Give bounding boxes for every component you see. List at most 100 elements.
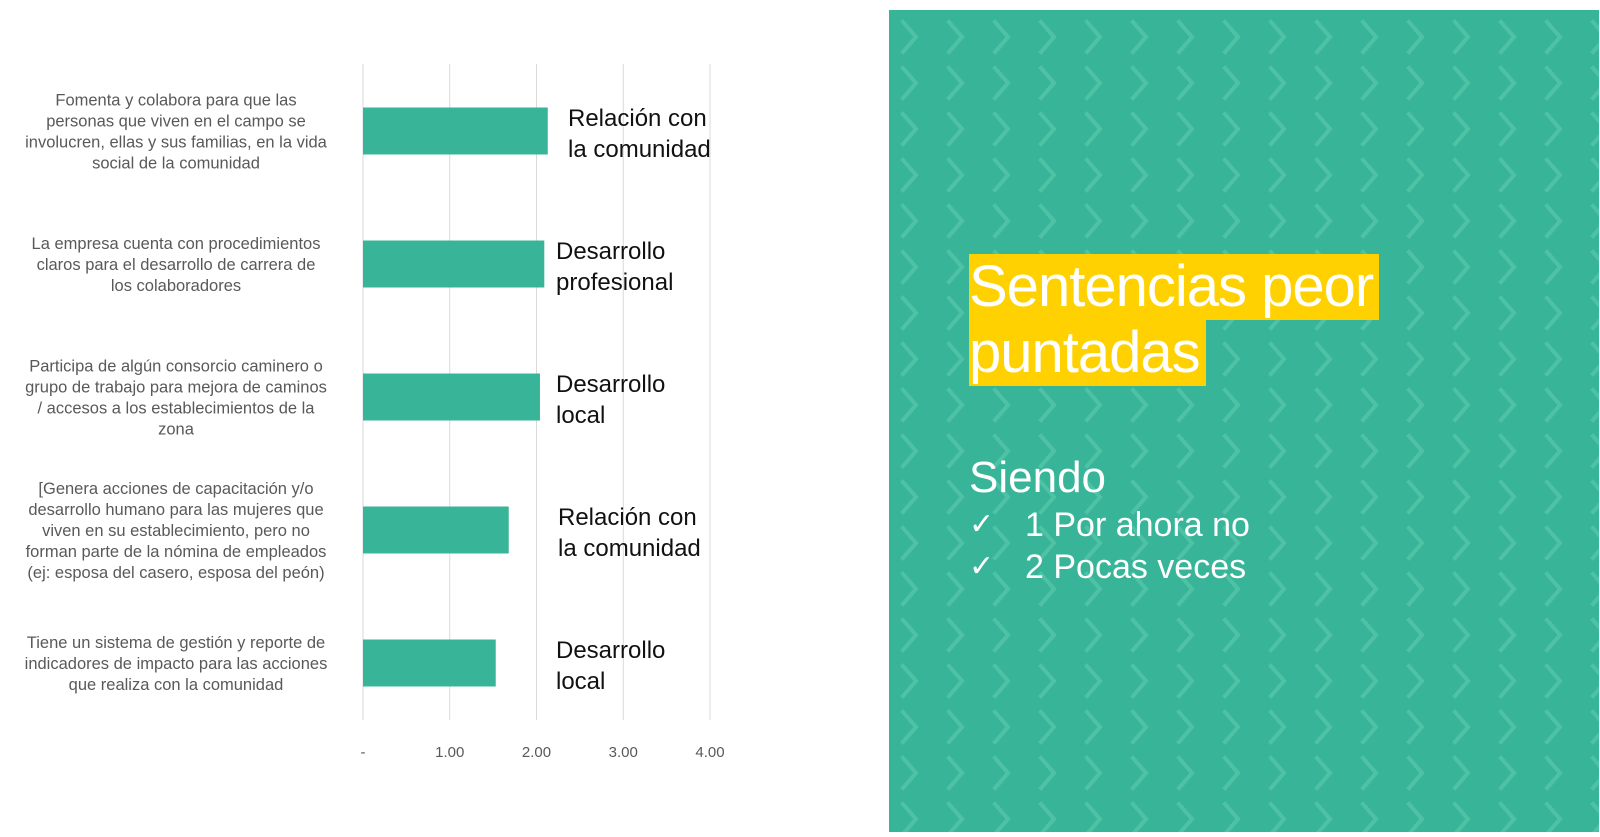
category-label: La empresa cuenta con procedimientos clar…	[32, 235, 321, 295]
chevron-icon	[1038, 617, 1057, 653]
chevron-icon	[946, 111, 965, 147]
chevron-icon	[1130, 65, 1149, 101]
chevron-icon	[1038, 111, 1057, 147]
chevron-icon	[1084, 65, 1103, 101]
chevron-icon	[1084, 157, 1103, 193]
bar	[363, 240, 545, 288]
chevron-icon	[946, 801, 965, 832]
chevron-icon	[1314, 387, 1333, 423]
chevron-icon	[1452, 387, 1471, 423]
chevron-icon	[1590, 295, 1599, 331]
chevron-icon	[1360, 157, 1379, 193]
chevron-icon	[1268, 571, 1287, 607]
chevron-icon	[946, 295, 965, 331]
chevron-icon	[1360, 19, 1379, 55]
chevron-icon	[946, 203, 965, 239]
chevron-icon	[1314, 111, 1333, 147]
chevron-icon	[900, 433, 919, 469]
bar-annotation: Desarrollo local	[556, 371, 665, 429]
chevron-icon	[900, 111, 919, 147]
chevron-icon	[1130, 709, 1149, 745]
chevron-icon	[1544, 19, 1563, 55]
checkmark-icon: ✓	[969, 550, 995, 583]
chevron-icon	[1176, 755, 1195, 791]
chevron-icon	[1406, 249, 1425, 285]
bar-annotation: Relación con la comunidad	[558, 504, 701, 562]
chevron-icon	[900, 571, 919, 607]
chevron-icon	[1406, 663, 1425, 699]
chevron-icon	[1406, 433, 1425, 469]
chevron-icon	[946, 249, 965, 285]
chevron-icon	[1452, 65, 1471, 101]
bar	[363, 639, 496, 687]
chevron-icon	[1452, 755, 1471, 791]
chevron-icon	[946, 525, 965, 561]
chevron-icon	[1406, 801, 1425, 832]
chevron-icon	[1590, 801, 1599, 832]
chevron-icon	[1498, 249, 1517, 285]
chevron-icon	[900, 341, 919, 377]
chevron-icon	[1406, 295, 1425, 331]
chevron-icon	[1038, 801, 1057, 832]
chevron-icon	[1038, 65, 1057, 101]
chevron-icon	[946, 19, 965, 55]
chevron-icon	[1176, 663, 1195, 699]
panel-subtitle: Siendo	[969, 453, 1107, 502]
chart-bar-annotations: Relación con la comunidad Desarrollo profes…	[556, 105, 711, 695]
bar-annotation: Desarrollo profesional	[556, 238, 673, 296]
chevron-icon	[1268, 65, 1287, 101]
chevron-icon	[1268, 617, 1287, 653]
chevron-icon	[1268, 19, 1287, 55]
chevron-icon	[1498, 203, 1517, 239]
chevron-icon	[1084, 387, 1103, 423]
chevron-icon	[1038, 755, 1057, 791]
chevron-icon	[1038, 571, 1057, 607]
chevron-icon	[1360, 433, 1379, 469]
chevron-icon	[1406, 157, 1425, 193]
chevron-icon	[1452, 295, 1471, 331]
chevron-icon	[992, 203, 1011, 239]
chevron-icon	[1222, 663, 1241, 699]
chevron-icon	[1406, 111, 1425, 147]
chevron-icon	[1452, 19, 1471, 55]
chevron-icon	[1452, 203, 1471, 239]
chevron-icon	[1222, 709, 1241, 745]
chevron-icon	[1176, 433, 1195, 469]
chevron-icon	[1452, 479, 1471, 515]
x-tick-label: -	[361, 744, 366, 761]
chevron-icon	[900, 249, 919, 285]
chevron-icon	[946, 617, 965, 653]
chevron-icon	[1406, 65, 1425, 101]
chevron-icon	[1268, 203, 1287, 239]
panel-background	[889, 10, 1599, 832]
chevron-icon	[1360, 663, 1379, 699]
x-tick-label: 2.00	[522, 744, 551, 761]
chevron-icon	[1360, 571, 1379, 607]
chevron-icon	[1130, 433, 1149, 469]
chevron-icon	[900, 709, 919, 745]
chevron-icon	[1084, 617, 1103, 653]
chevron-icon	[1038, 387, 1057, 423]
chevron-icon	[1360, 617, 1379, 653]
chevron-icon	[1360, 525, 1379, 561]
chevron-icon	[1406, 387, 1425, 423]
chevron-icon	[1590, 341, 1599, 377]
chevron-icon	[992, 111, 1011, 147]
chevron-icon	[900, 525, 919, 561]
chevron-icon	[1498, 111, 1517, 147]
chevron-icon	[1360, 755, 1379, 791]
chevron-icon	[992, 709, 1011, 745]
category-label: Tiene un sistema de gestión y reporte de…	[25, 634, 328, 694]
chevron-icon	[1544, 525, 1563, 561]
chevron-icon	[1360, 65, 1379, 101]
chevron-icon	[1268, 755, 1287, 791]
chevron-icon	[946, 479, 965, 515]
chart-category-labels: Fomenta y colabora para que las personas …	[25, 92, 328, 695]
chevron-icon	[1176, 479, 1195, 515]
chevron-icon	[1498, 479, 1517, 515]
chevron-icon	[1222, 341, 1241, 377]
chevron-icon	[1590, 663, 1599, 699]
chevron-icon	[1590, 617, 1599, 653]
chevron-icon	[1130, 19, 1149, 55]
chevron-icon	[1222, 65, 1241, 101]
